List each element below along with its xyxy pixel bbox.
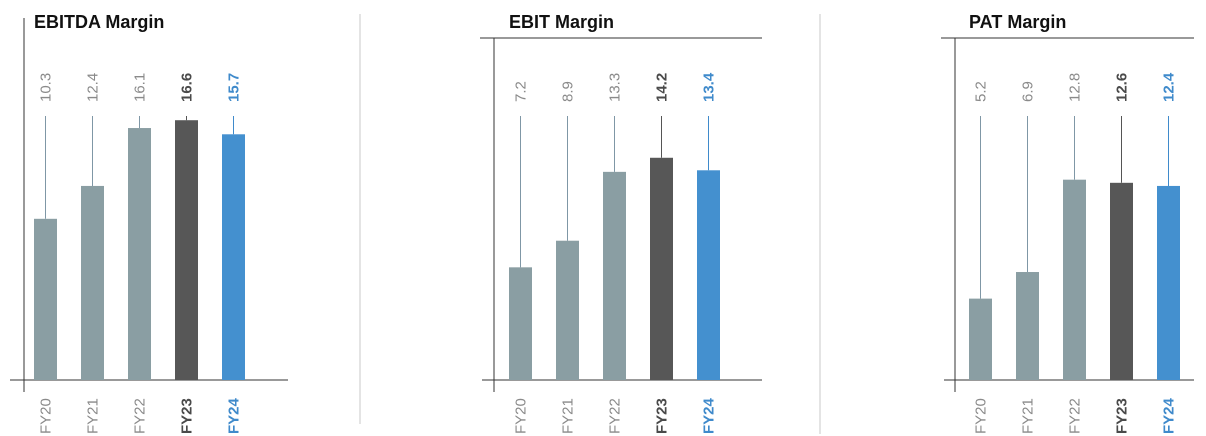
bar-fy24: [1157, 185, 1180, 380]
bar-fy21: [81, 185, 104, 380]
bar-fy23: [175, 120, 198, 381]
value-label: 16.6: [179, 73, 196, 102]
value-label: 13.3: [607, 73, 624, 102]
category-label: FY21: [560, 398, 577, 434]
value-label: 6.9: [1020, 81, 1037, 102]
category-label: FY24: [701, 397, 718, 434]
bar-fy21: [1016, 272, 1039, 380]
value-label: 12.4: [85, 73, 102, 102]
bar-fy22: [603, 171, 626, 380]
chart-title: PAT Margin: [969, 12, 1066, 32]
value-label: 15.7: [226, 73, 243, 102]
category-label: FY21: [1020, 398, 1037, 434]
value-label: 10.3: [38, 73, 55, 102]
category-label: FY20: [973, 398, 990, 434]
category-label: FY23: [654, 398, 671, 434]
bar-fy20: [509, 267, 532, 380]
bar-fy20: [34, 218, 57, 380]
category-label: FY20: [38, 398, 55, 434]
value-label: 7.2: [513, 81, 530, 102]
category-label: FY21: [85, 398, 102, 434]
bar-fy20: [969, 298, 992, 380]
chart-title: EBIT Margin: [509, 12, 614, 32]
bar-fy22: [1063, 179, 1086, 380]
value-label: 14.2: [654, 73, 671, 102]
bar-fy24: [697, 170, 720, 380]
bar-fy21: [556, 240, 579, 380]
value-label: 13.4: [701, 72, 718, 102]
category-label: FY22: [607, 398, 624, 434]
chart-title: EBITDA Margin: [34, 12, 164, 32]
category-label: FY24: [226, 397, 243, 434]
value-label: 16.1: [132, 73, 149, 102]
value-label: 5.2: [973, 81, 990, 102]
value-label: 8.9: [560, 81, 577, 102]
bar-fy23: [1110, 182, 1133, 380]
category-label: FY20: [513, 398, 530, 434]
category-label: FY24: [1161, 397, 1178, 434]
value-label: 12.8: [1067, 73, 1084, 102]
bar-fy23: [650, 157, 673, 380]
category-label: FY22: [1067, 398, 1084, 434]
bar-fy24: [222, 134, 245, 380]
value-label: 12.4: [1161, 72, 1178, 102]
category-label: FY22: [132, 398, 149, 434]
category-label: FY23: [179, 398, 196, 434]
category-label: FY23: [1114, 398, 1131, 434]
value-label: 12.6: [1114, 73, 1131, 102]
bar-fy22: [128, 128, 151, 380]
